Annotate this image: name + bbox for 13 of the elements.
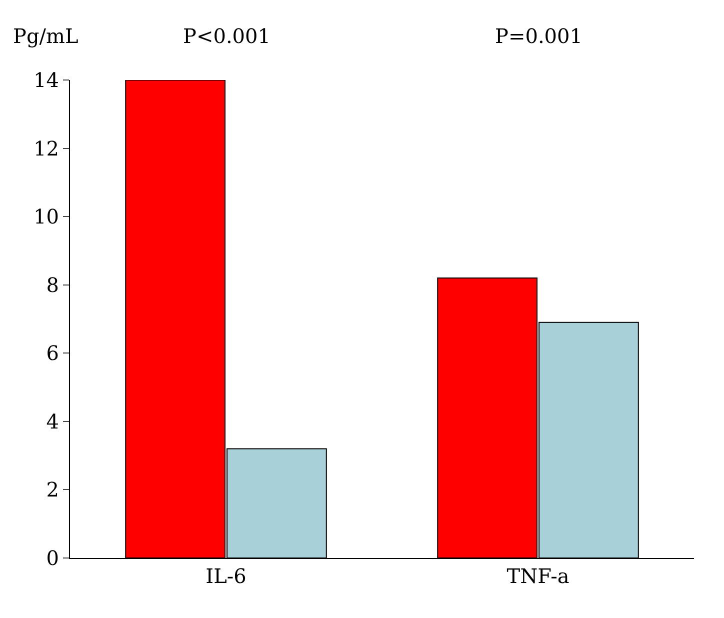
- x-tick-label: TNF-a: [506, 564, 570, 588]
- y-tick-label: 12: [34, 136, 59, 160]
- y-tick-label: 14: [34, 68, 59, 92]
- x-tick-label: IL-6: [206, 564, 246, 588]
- y-tick-label: 10: [34, 204, 59, 229]
- y-tick-label: 2: [46, 478, 59, 502]
- y-tick-label: 6: [46, 341, 59, 366]
- y-tick-label: 0: [46, 546, 59, 570]
- y-tick-label: 8: [46, 272, 59, 297]
- text: P=0.001: [495, 24, 582, 48]
- text: P<0.001: [183, 24, 270, 48]
- y-tick-label: 4: [46, 409, 59, 434]
- y-axis-title: Pg/mL: [13, 24, 78, 48]
